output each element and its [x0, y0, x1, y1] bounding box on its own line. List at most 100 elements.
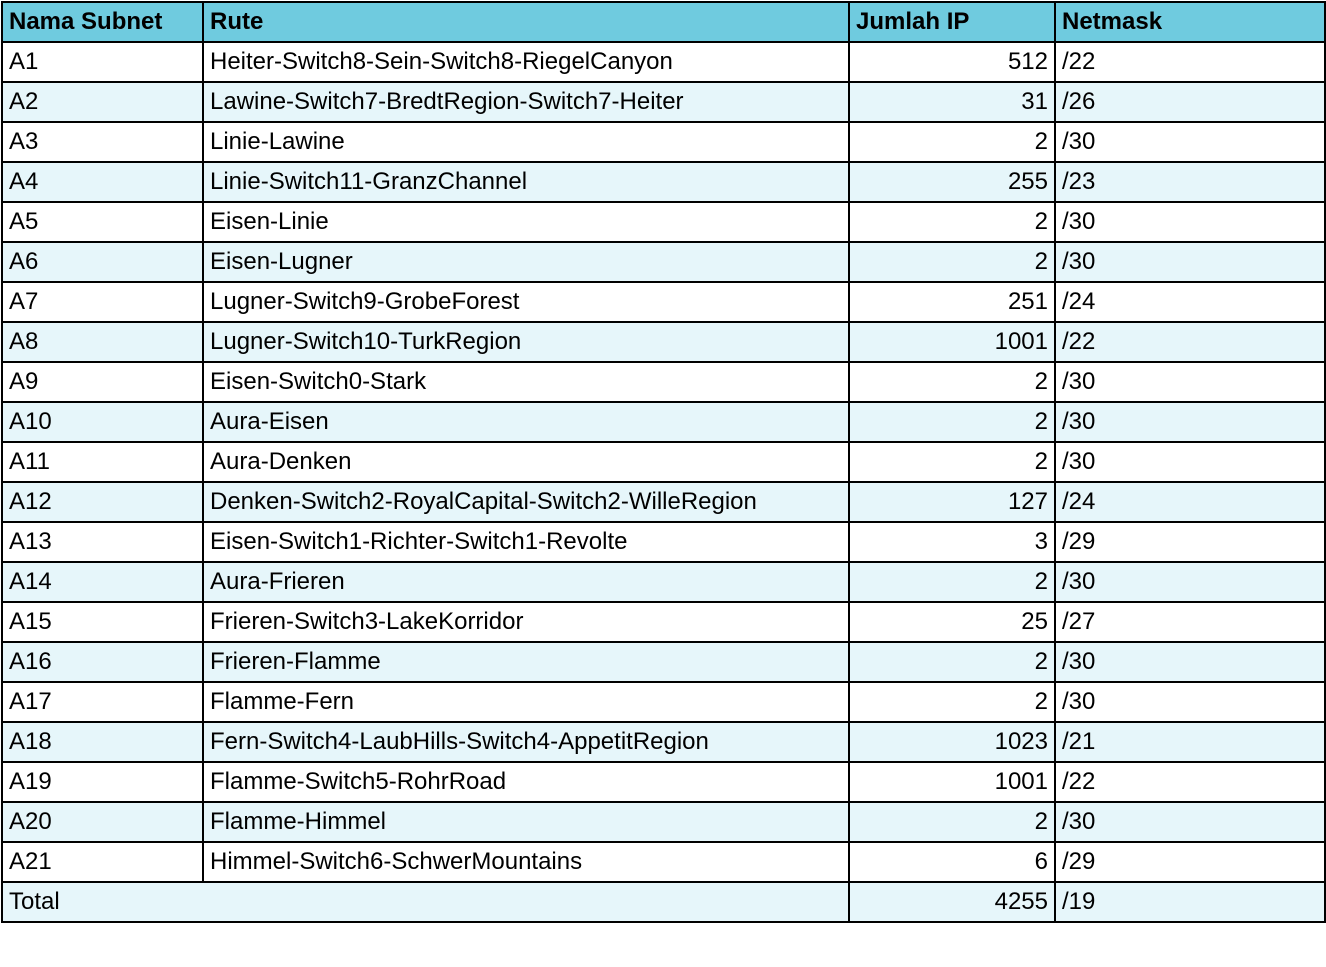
route-cell[interactable]: Himmel-Switch6-SchwerMountains: [202, 841, 850, 883]
route-cell[interactable]: Heiter-Switch8-Sein-Switch8-RiegelCanyon: [202, 41, 850, 83]
subnet-name-cell[interactable]: A15: [1, 601, 204, 643]
total-netmask-cell[interactable]: /19: [1054, 881, 1326, 923]
route-cell[interactable]: Flamme-Fern: [202, 681, 850, 723]
route-cell[interactable]: Eisen-Lugner: [202, 241, 850, 283]
ip-count-cell[interactable]: 6: [848, 841, 1056, 883]
table-row: A9 Eisen-Switch0-Stark 2/30: [1, 361, 1326, 403]
ip-count-cell[interactable]: 1001: [848, 761, 1056, 803]
netmask-cell[interactable]: /21: [1054, 721, 1326, 763]
netmask-cell[interactable]: /24: [1054, 281, 1326, 323]
route-cell[interactable]: Lawine-Switch7-BredtRegion-Switch7-Heite…: [202, 81, 850, 123]
header-nama-subnet[interactable]: Nama Subnet: [1, 1, 204, 43]
netmask-cell[interactable]: /22: [1054, 41, 1326, 83]
ip-count-cell[interactable]: 1023: [848, 721, 1056, 763]
subnet-name-cell[interactable]: A11: [1, 441, 204, 483]
route-cell[interactable]: Linie-Switch11-GranzChannel: [202, 161, 850, 203]
ip-count-cell[interactable]: 2: [848, 241, 1056, 283]
ip-count-cell[interactable]: 2: [848, 681, 1056, 723]
subnet-name-cell[interactable]: A7: [1, 281, 204, 323]
subnet-name-cell[interactable]: A12: [1, 481, 204, 523]
netmask-cell[interactable]: /24: [1054, 481, 1326, 523]
subnet-name-cell[interactable]: A5: [1, 201, 204, 243]
ip-count-cell[interactable]: 2: [848, 561, 1056, 603]
netmask-cell[interactable]: /27: [1054, 601, 1326, 643]
header-jumlah-ip[interactable]: Jumlah IP: [848, 1, 1056, 43]
ip-count-cell[interactable]: 2: [848, 361, 1056, 403]
ip-count-cell[interactable]: 2: [848, 801, 1056, 843]
route-cell[interactable]: Eisen-Linie: [202, 201, 850, 243]
netmask-cell[interactable]: /30: [1054, 681, 1326, 723]
table-row: A8 Lugner-Switch10-TurkRegion 1001/22: [1, 321, 1326, 363]
ip-count-cell[interactable]: 2: [848, 641, 1056, 683]
route-cell[interactable]: Linie-Lawine: [202, 121, 850, 163]
netmask-cell[interactable]: /30: [1054, 401, 1326, 443]
route-cell[interactable]: Flamme-Switch5-RohrRoad: [202, 761, 850, 803]
netmask-cell[interactable]: /29: [1054, 841, 1326, 883]
subnet-name-cell[interactable]: A3: [1, 121, 204, 163]
route-cell[interactable]: Flamme-Himmel: [202, 801, 850, 843]
route-cell[interactable]: Aura-Eisen: [202, 401, 850, 443]
table-row: A19 Flamme-Switch5-RohrRoad 1001/22: [1, 761, 1326, 803]
ip-count-cell[interactable]: 2: [848, 201, 1056, 243]
subnet-name-cell[interactable]: A13: [1, 521, 204, 563]
ip-count-cell[interactable]: 25: [848, 601, 1056, 643]
netmask-cell[interactable]: /30: [1054, 561, 1326, 603]
ip-count-cell[interactable]: 255: [848, 161, 1056, 203]
header-netmask[interactable]: Netmask: [1054, 1, 1326, 43]
ip-count-cell[interactable]: 1001: [848, 321, 1056, 363]
netmask-cell[interactable]: /30: [1054, 201, 1326, 243]
ip-count-cell[interactable]: 127: [848, 481, 1056, 523]
netmask-cell[interactable]: /30: [1054, 801, 1326, 843]
table-row: A5 Eisen-Linie 2/30: [1, 201, 1326, 243]
subnet-name-cell[interactable]: A19: [1, 761, 204, 803]
subnet-name-cell[interactable]: A21: [1, 841, 204, 883]
ip-count-cell[interactable]: 3: [848, 521, 1056, 563]
route-cell[interactable]: Lugner-Switch9-GrobeForest: [202, 281, 850, 323]
ip-count-cell[interactable]: 2: [848, 441, 1056, 483]
table-row: A7 Lugner-Switch9-GrobeForest 251/24: [1, 281, 1326, 323]
route-cell[interactable]: Denken-Switch2-RoyalCapital-Switch2-Will…: [202, 481, 850, 523]
subnet-name-cell[interactable]: A17: [1, 681, 204, 723]
route-cell[interactable]: Aura-Frieren: [202, 561, 850, 603]
netmask-cell[interactable]: /29: [1054, 521, 1326, 563]
ip-count-cell[interactable]: 2: [848, 121, 1056, 163]
route-cell[interactable]: Lugner-Switch10-TurkRegion: [202, 321, 850, 363]
subnet-name-cell[interactable]: A4: [1, 161, 204, 203]
subnet-name-cell[interactable]: A2: [1, 81, 204, 123]
total-ip-cell[interactable]: 4255: [848, 881, 1056, 923]
table-row: A13 Eisen-Switch1-Richter-Switch1-Revolte…: [1, 521, 1326, 563]
netmask-cell[interactable]: /30: [1054, 361, 1326, 403]
ip-count-cell[interactable]: 512: [848, 41, 1056, 83]
subnet-name-cell[interactable]: A9: [1, 361, 204, 403]
table-row: A15 Frieren-Switch3-LakeKorridor 25/27: [1, 601, 1326, 643]
netmask-cell[interactable]: /30: [1054, 441, 1326, 483]
route-cell[interactable]: Eisen-Switch0-Stark: [202, 361, 850, 403]
route-cell[interactable]: Eisen-Switch1-Richter-Switch1-Revolte: [202, 521, 850, 563]
total-label[interactable]: Total: [1, 881, 850, 923]
netmask-cell[interactable]: /30: [1054, 641, 1326, 683]
route-cell[interactable]: Fern-Switch4-LaubHills-Switch4-AppetitRe…: [202, 721, 850, 763]
subnet-name-cell[interactable]: A10: [1, 401, 204, 443]
ip-count-cell[interactable]: 2: [848, 401, 1056, 443]
subnet-name-cell[interactable]: A14: [1, 561, 204, 603]
table-row: A1 Heiter-Switch8-Sein-Switch8-RiegelCany…: [1, 41, 1326, 83]
route-cell[interactable]: Frieren-Flamme: [202, 641, 850, 683]
subnet-name-cell[interactable]: A20: [1, 801, 204, 843]
subnet-name-cell[interactable]: A6: [1, 241, 204, 283]
subnet-name-cell[interactable]: A16: [1, 641, 204, 683]
subnet-name-cell[interactable]: A8: [1, 321, 204, 363]
table-row: A16 Frieren-Flamme 2/30: [1, 641, 1326, 683]
subnet-name-cell[interactable]: A1: [1, 41, 204, 83]
route-cell[interactable]: Frieren-Switch3-LakeKorridor: [202, 601, 850, 643]
netmask-cell[interactable]: /22: [1054, 761, 1326, 803]
ip-count-cell[interactable]: 251: [848, 281, 1056, 323]
route-cell[interactable]: Aura-Denken: [202, 441, 850, 483]
netmask-cell[interactable]: /23: [1054, 161, 1326, 203]
ip-count-cell[interactable]: 31: [848, 81, 1056, 123]
subnet-name-cell[interactable]: A18: [1, 721, 204, 763]
netmask-cell[interactable]: /30: [1054, 121, 1326, 163]
netmask-cell[interactable]: /22: [1054, 321, 1326, 363]
netmask-cell[interactable]: /30: [1054, 241, 1326, 283]
netmask-cell[interactable]: /26: [1054, 81, 1326, 123]
header-rute[interactable]: Rute: [202, 1, 850, 43]
